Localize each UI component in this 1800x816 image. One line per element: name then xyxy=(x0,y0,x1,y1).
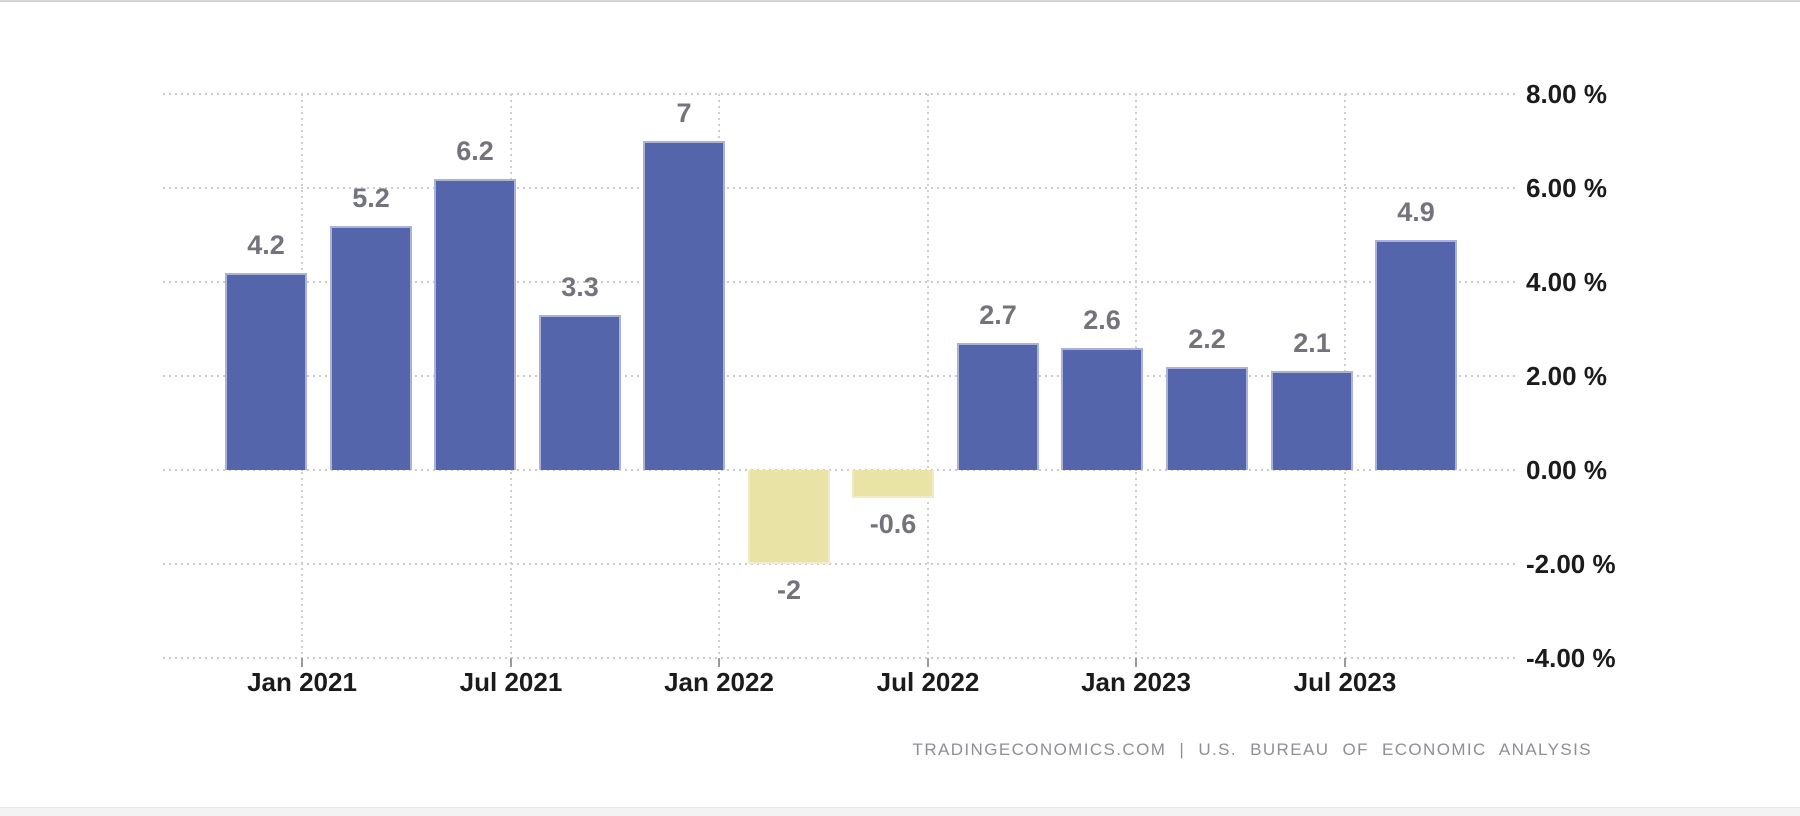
bar-value-label: -0.6 xyxy=(869,509,917,539)
bar[interactable] xyxy=(330,226,412,470)
bar-value-label: 4.9 xyxy=(1397,197,1435,227)
bar-value-label: 6.2 xyxy=(456,136,494,166)
bottom-page-edge xyxy=(0,807,1800,816)
x-axis-tick-label: Jul 2023 xyxy=(1293,667,1397,697)
y-axis-tick-label: -4.00 % xyxy=(1526,643,1616,673)
bar[interactable] xyxy=(643,141,725,470)
x-axis-tick-mark xyxy=(718,658,720,667)
h-gridline xyxy=(163,657,1517,659)
x-axis-tick-mark xyxy=(510,658,512,667)
bar-value-label: 2.7 xyxy=(979,300,1017,330)
attribution-text: TRADINGECONOMICS.COM | U.S. BUREAU OF EC… xyxy=(912,740,1592,759)
y-axis-tick-label: 0.00 % xyxy=(1526,455,1607,485)
y-axis-tick-label: 6.00 % xyxy=(1526,173,1607,203)
bar[interactable] xyxy=(957,343,1039,470)
x-axis-tick-label: Jan 2022 xyxy=(664,667,774,697)
bar[interactable] xyxy=(748,470,830,564)
y-axis-tick-label: 8.00 % xyxy=(1526,79,1607,109)
bar-value-label: -2 xyxy=(776,575,801,605)
bar[interactable] xyxy=(1271,371,1353,470)
x-axis-tick-mark xyxy=(301,658,303,667)
bar-value-label: 5.2 xyxy=(352,183,390,213)
y-axis-tick-label: -2.00 % xyxy=(1526,549,1616,579)
bar-value-label: 7 xyxy=(676,98,692,128)
top-border-line xyxy=(0,0,1800,2)
h-gridline xyxy=(163,563,1517,565)
bar[interactable] xyxy=(225,273,307,470)
bar[interactable] xyxy=(1375,240,1457,470)
h-gridline xyxy=(163,187,1517,189)
h-gridline xyxy=(163,281,1517,283)
bar[interactable] xyxy=(434,179,516,470)
x-axis-tick-label: Jan 2021 xyxy=(247,667,357,697)
x-axis-tick-label: Jul 2021 xyxy=(459,667,563,697)
x-axis-tick-mark xyxy=(1135,658,1137,667)
h-gridline xyxy=(163,469,1517,471)
h-gridline xyxy=(163,93,1517,95)
bar-value-label: 2.6 xyxy=(1083,305,1121,335)
bar[interactable] xyxy=(852,470,934,498)
bar-value-label: 2.1 xyxy=(1293,328,1331,358)
v-gridline xyxy=(927,94,929,658)
bar[interactable] xyxy=(1166,367,1248,470)
y-axis-tick-label: 2.00 % xyxy=(1526,361,1607,391)
bar-value-label: 2.2 xyxy=(1188,324,1226,354)
bar-value-label: 3.3 xyxy=(561,272,599,302)
x-axis-tick-mark xyxy=(927,658,929,667)
bar[interactable] xyxy=(1061,348,1143,470)
y-axis-tick-label: 4.00 % xyxy=(1526,267,1607,297)
bar[interactable] xyxy=(539,315,621,470)
x-axis-tick-label: Jul 2022 xyxy=(876,667,980,697)
bar-value-label: 4.2 xyxy=(247,230,285,260)
x-axis-tick-mark xyxy=(1344,658,1346,667)
h-gridline xyxy=(163,375,1517,377)
x-axis-tick-label: Jan 2023 xyxy=(1081,667,1191,697)
